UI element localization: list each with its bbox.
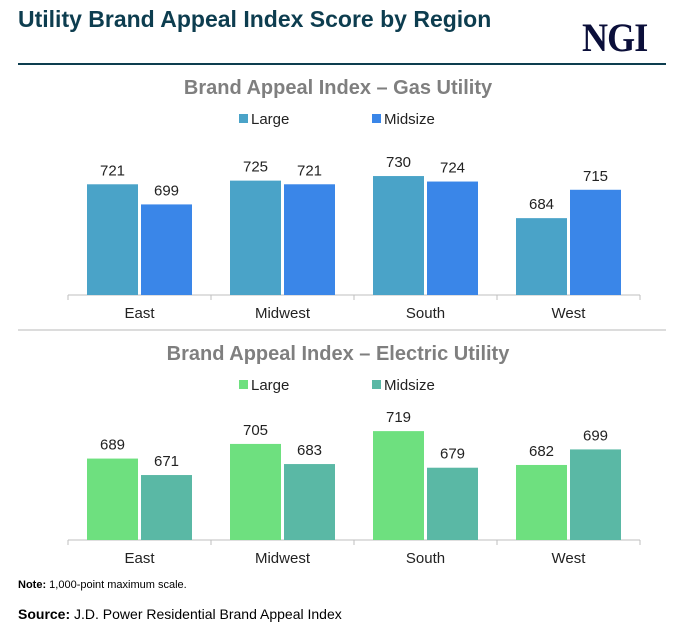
bar-large-south [373, 176, 424, 295]
data-label: 671 [154, 453, 179, 470]
x-tick-label: South [406, 550, 445, 567]
data-label: 689 [100, 437, 125, 454]
bar-midsize-south [427, 467, 478, 540]
legend-label-midsize: Midsize [384, 111, 435, 128]
data-label: 679 [440, 446, 465, 463]
bar-midsize-west [570, 189, 621, 295]
x-tick-label: West [552, 550, 587, 567]
data-label: 730 [386, 154, 411, 171]
data-label: 699 [583, 427, 608, 444]
x-tick-label: Midwest [255, 550, 311, 567]
legend-swatch-midsize [372, 114, 381, 123]
data-label: 705 [243, 422, 268, 439]
source: Source: J.D. Power Residential Brand App… [18, 606, 342, 622]
bar-midsize-south [427, 181, 478, 295]
legend-label-midsize: Midsize [384, 377, 435, 394]
chart-title: Brand Appeal Index – Electric Utility [167, 343, 511, 365]
x-tick-label: West [552, 305, 587, 322]
x-tick-label: South [406, 305, 445, 322]
bar-midsize-east [141, 475, 192, 540]
bar-large-midwest [230, 443, 281, 540]
bar-large-south [373, 431, 424, 540]
legend-swatch-midsize [372, 380, 381, 389]
bar-midsize-east [141, 204, 192, 295]
data-label: 684 [529, 196, 554, 213]
data-label: 725 [243, 159, 268, 176]
data-label: 721 [100, 162, 125, 179]
source-text: J.D. Power Residential Brand Appeal Inde… [70, 606, 342, 622]
data-label: 715 [583, 168, 608, 185]
note-label: Note: [18, 579, 47, 591]
bar-large-west [516, 464, 567, 540]
note: Note: 1,000-point maximum scale. [18, 579, 187, 591]
bar-large-west [516, 218, 567, 295]
bar-large-east [87, 184, 138, 295]
note-text: 1,000-point maximum scale. [46, 579, 187, 591]
title-rule [18, 63, 666, 65]
bar-midsize-west [570, 449, 621, 540]
chart-title: Brand Appeal Index – Gas Utility [184, 77, 493, 99]
bar-midsize-midwest [284, 184, 335, 295]
ngi-logo: NGI [582, 15, 648, 60]
data-label: 719 [386, 409, 411, 426]
legend-label-large: Large [251, 111, 289, 128]
data-label: 683 [297, 442, 322, 459]
legend-swatch-large [239, 380, 248, 389]
bar-large-east [87, 458, 138, 540]
legend-label-large: Large [251, 377, 289, 394]
bar-midsize-midwest [284, 464, 335, 540]
x-tick-label: Midwest [255, 305, 311, 322]
legend-swatch-large [239, 114, 248, 123]
bar-large-midwest [230, 180, 281, 295]
data-label: 721 [297, 162, 322, 179]
data-label: 724 [440, 160, 465, 177]
data-label: 699 [154, 182, 179, 199]
source-label: Source: [18, 606, 71, 622]
x-tick-label: East [124, 550, 155, 567]
data-label: 682 [529, 443, 554, 460]
main-title: Utility Brand Appeal Index Score by Regi… [18, 6, 492, 32]
x-tick-label: East [124, 305, 155, 322]
